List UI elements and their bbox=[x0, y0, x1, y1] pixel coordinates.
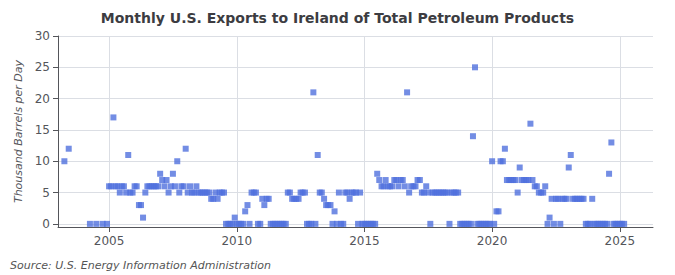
svg-text:2010: 2010 bbox=[221, 234, 252, 248]
svg-text:15: 15 bbox=[35, 123, 50, 137]
svg-text:25: 25 bbox=[35, 60, 50, 74]
svg-text:20: 20 bbox=[35, 92, 50, 106]
svg-text:10: 10 bbox=[35, 154, 50, 168]
svg-text:2015: 2015 bbox=[349, 234, 380, 248]
svg-text:Source: U.S. Energy Informatio: Source: U.S. Energy Information Administ… bbox=[10, 259, 271, 272]
svg-text:30: 30 bbox=[35, 29, 50, 43]
svg-text:2005: 2005 bbox=[94, 234, 125, 248]
svg-text:Thousand Barrels per Day: Thousand Barrels per Day bbox=[12, 59, 25, 203]
svg-text:2020: 2020 bbox=[477, 234, 508, 248]
svg-text:5: 5 bbox=[42, 186, 50, 200]
svg-text:Monthly U.S. Exports to Irelan: Monthly U.S. Exports to Ireland of Total… bbox=[101, 10, 574, 26]
svg-text:2025: 2025 bbox=[605, 234, 636, 248]
svg-text:0: 0 bbox=[42, 217, 50, 231]
